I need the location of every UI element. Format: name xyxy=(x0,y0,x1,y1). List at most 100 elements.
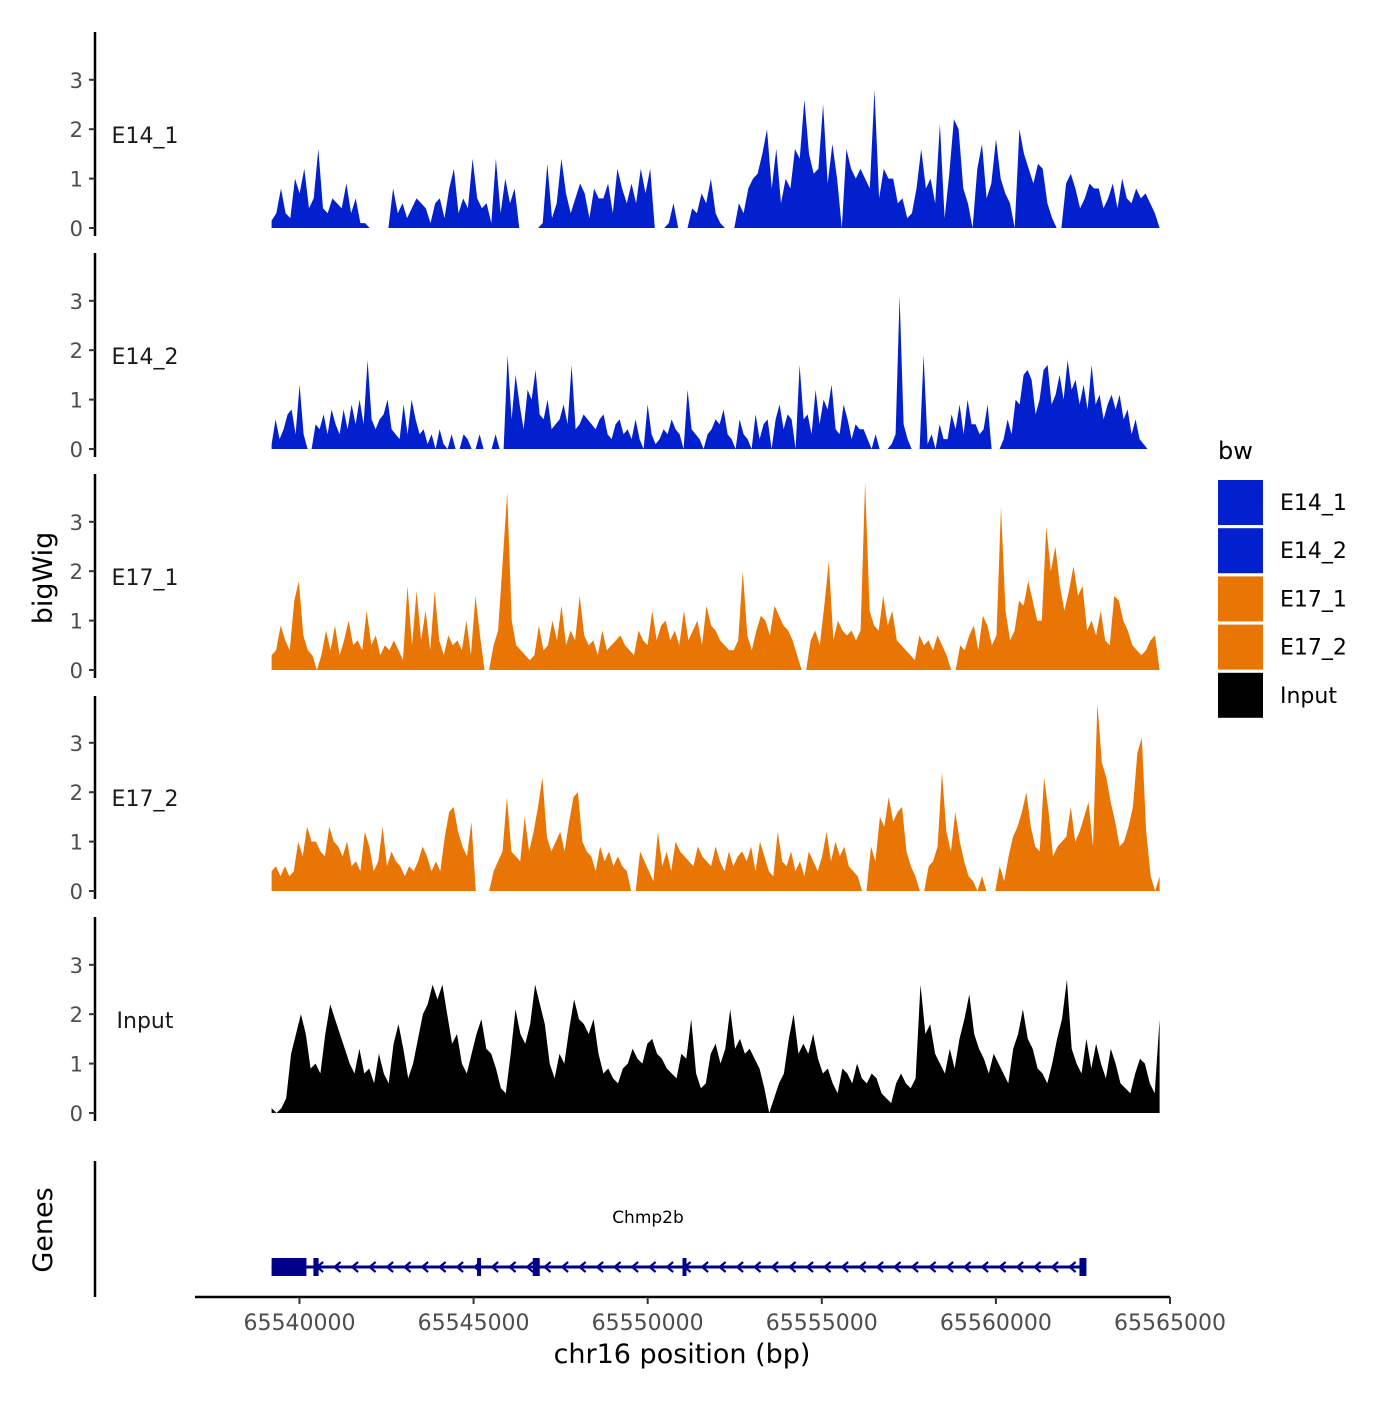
strand-arrow xyxy=(577,1261,587,1273)
y-tick-label: 3 xyxy=(70,732,83,756)
strand-arrow xyxy=(350,1261,359,1273)
legend-swatch-e14-1 xyxy=(1218,480,1263,525)
y-tick-label: 0 xyxy=(70,659,83,683)
gene-exon xyxy=(682,1258,687,1276)
y-tick-label: 0 xyxy=(70,438,83,462)
track-label-e14-1: E14_1 xyxy=(112,124,179,149)
x-axis-title: chr16 position (bp) xyxy=(554,1339,811,1370)
track-e17-2: 0 1 2 3 E17_2 xyxy=(70,696,1160,904)
area-series-e17-1 xyxy=(271,482,1160,670)
strand-arrow xyxy=(822,1261,832,1273)
track-e14-2: 0 1 2 3 E14_2 xyxy=(70,253,1160,462)
strand-arrow xyxy=(717,1261,727,1273)
track-input: 0 1 2 3 Input xyxy=(70,917,1160,1126)
legend-label-e14-2: E14_2 xyxy=(1280,539,1347,564)
x-tick-label: 65550000 xyxy=(592,1311,704,1336)
strand-arrow xyxy=(700,1261,709,1273)
strand-arrow xyxy=(1067,1261,1077,1273)
track-label-input: Input xyxy=(117,1009,174,1034)
x-tick-label: 65545000 xyxy=(418,1311,530,1336)
y-tick-label: 2 xyxy=(70,781,83,805)
strand-arrow xyxy=(945,1261,954,1273)
strand-arrow xyxy=(647,1261,657,1273)
strand-arrow xyxy=(857,1261,867,1273)
gene-exon xyxy=(532,1258,540,1276)
x-tick-label: 65555000 xyxy=(766,1311,878,1336)
genes-layer: Chmp2b xyxy=(93,1161,1087,1297)
track-e14-1: 0 1 2 3 E14_1 xyxy=(70,32,1160,241)
track-label-e17-1: E17_1 xyxy=(112,566,179,591)
strand-arrow xyxy=(630,1261,639,1273)
y-tick-label: 1 xyxy=(70,168,83,192)
genes-axis-title: Genes xyxy=(28,1187,59,1272)
y-tick-label: 1 xyxy=(70,389,83,413)
strand-arrow xyxy=(997,1261,1007,1273)
x-axis: 65540000 65545000 65550000 65555000 65560000… xyxy=(195,1295,1226,1336)
y-tick-label: 1 xyxy=(70,831,83,855)
strand-arrow xyxy=(490,1261,499,1273)
strand-arrow xyxy=(437,1261,447,1273)
area-series-e14-2 xyxy=(271,295,1160,449)
strand-arrow xyxy=(507,1261,517,1273)
gene-name-label: Chmp2b xyxy=(612,1208,684,1228)
gene-exon xyxy=(477,1258,482,1276)
legend-swatch-e17-2 xyxy=(1218,624,1263,670)
strand-arrow xyxy=(1050,1261,1059,1273)
strand-arrow xyxy=(612,1261,622,1273)
legend-swatch-e17-1 xyxy=(1218,576,1263,622)
strand-arrow xyxy=(332,1261,342,1273)
strand-arrow xyxy=(385,1261,394,1273)
y-tick-label: 3 xyxy=(70,954,83,978)
strand-arrow xyxy=(875,1261,884,1273)
y-tick-label: 2 xyxy=(70,560,83,584)
x-tick-label: 65560000 xyxy=(940,1311,1052,1336)
strand-arrow xyxy=(525,1261,534,1273)
y-tick-label: 0 xyxy=(70,1102,83,1126)
y-tick-label: 2 xyxy=(70,118,83,142)
area-series-e14-1 xyxy=(271,89,1160,228)
strand-arrow xyxy=(367,1261,377,1273)
legend-label-e14-1: E14_1 xyxy=(1280,491,1347,516)
tracks-layer: 0 1 2 3 E14_1 0 1 2 3 E14_2 0 1 2 3 E17_1 0 1 2 3 E17_2 0 1 2 3… xyxy=(70,32,1160,1126)
gene-exon xyxy=(1079,1258,1087,1276)
strand-arrow xyxy=(420,1261,429,1273)
strand-arrow xyxy=(1015,1261,1024,1273)
y-tick-label: 2 xyxy=(70,1003,83,1027)
legend-title: bw xyxy=(1218,437,1253,465)
strand-arrow xyxy=(735,1261,744,1273)
track-e17-1: 0 1 2 3 E17_1 xyxy=(70,474,1160,683)
strand-arrow xyxy=(787,1261,797,1273)
y-tick-label: 1 xyxy=(70,1053,83,1077)
strand-arrow xyxy=(962,1261,972,1273)
legend-swatch-e14-2 xyxy=(1218,528,1263,574)
x-tick-label: 65565000 xyxy=(1114,1311,1226,1336)
strand-arrow xyxy=(840,1261,849,1273)
strand-arrow xyxy=(892,1261,902,1273)
track-label-e14-2: E14_2 xyxy=(112,345,179,370)
strand-arrow xyxy=(910,1261,919,1273)
y-axis-title: bigWig xyxy=(28,532,59,625)
area-series-input xyxy=(271,979,1160,1113)
legend-label-input: Input xyxy=(1280,684,1337,709)
strand-arrow xyxy=(665,1261,674,1273)
y-tick-label: 1 xyxy=(70,610,83,634)
legend-swatch-input xyxy=(1218,672,1263,718)
y-tick-label: 3 xyxy=(70,511,83,535)
legend-label-e17-2: E17_2 xyxy=(1280,636,1347,661)
strand-arrow xyxy=(752,1261,762,1273)
area-series-e17-2 xyxy=(271,703,1160,891)
strand-arrow xyxy=(402,1261,412,1273)
strand-arrow xyxy=(770,1261,779,1273)
strand-arrow xyxy=(595,1261,604,1273)
strand-arrow xyxy=(980,1261,989,1273)
y-tick-label: 3 xyxy=(70,69,83,93)
strand-arrow xyxy=(805,1261,814,1273)
y-tick-label: 0 xyxy=(70,880,83,904)
gene-exon xyxy=(271,1258,307,1276)
legend-label-e17-1: E17_1 xyxy=(1280,587,1347,612)
strand-arrow xyxy=(1032,1261,1042,1273)
track-label-e17-2: E17_2 xyxy=(112,787,179,812)
y-tick-label: 0 xyxy=(70,217,83,241)
strand-arrow xyxy=(542,1261,552,1273)
